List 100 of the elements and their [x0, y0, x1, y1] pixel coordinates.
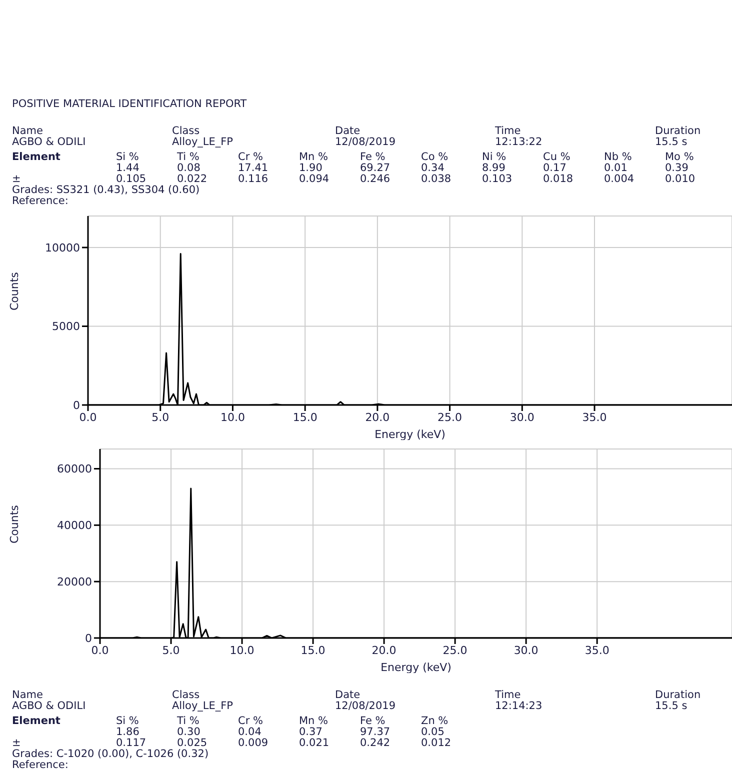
y-tick-label: 60000 [57, 462, 92, 476]
text: Mn % [299, 151, 328, 163]
text: Date [335, 125, 360, 137]
text: 0.116 [238, 173, 268, 185]
text: 0.05 [421, 726, 444, 738]
text: ± [12, 173, 21, 185]
text: Name [12, 125, 43, 137]
text: 0.01 [604, 162, 628, 174]
y-tick-label: 40000 [57, 519, 92, 532]
x-tick-label: 5.0 [162, 644, 180, 657]
x-tick-label: 15.0 [300, 644, 326, 657]
y-tick-label: 10000 [45, 241, 80, 254]
text: Alloy_LE_FP [172, 136, 234, 148]
text: 0.08 [177, 162, 200, 174]
text: Element [12, 715, 60, 727]
text: 0.021 [299, 737, 330, 749]
text: 0.246 [360, 173, 390, 185]
text: Grades: C-1020 (0.00), C-1026 (0.32) [12, 748, 209, 760]
text: Nb % [604, 151, 632, 163]
text: Alloy_LE_FP [172, 700, 234, 712]
text: 0.34 [421, 162, 444, 174]
text: Fe % [360, 151, 386, 163]
text: 0.094 [299, 173, 330, 185]
text: 15.5 s [655, 700, 688, 712]
text: 0.009 [238, 737, 268, 749]
text: Cr % [238, 151, 263, 163]
x-tick-label: 25.0 [438, 410, 462, 424]
text: 0.37 [299, 726, 322, 738]
text: Class [172, 125, 200, 137]
text: Duration [655, 689, 701, 701]
x-tick-label: 5.0 [152, 410, 170, 424]
x-tick-label: 30.0 [514, 644, 538, 657]
y-axis-title: Counts [8, 272, 21, 310]
text: 0.012 [421, 737, 452, 749]
x-tick-label: 35.0 [582, 410, 607, 424]
y-axis-title: Counts [8, 504, 21, 544]
text: Ni % [482, 151, 506, 163]
x-tick-label: 30.0 [510, 410, 534, 424]
text: Cr % [238, 715, 263, 727]
y-tick-label: 5000 [52, 320, 80, 334]
text: 1.44 [116, 162, 140, 174]
text: Ti % [177, 715, 200, 727]
text: Grades: SS321 (0.43), SS304 (0.60) [12, 184, 200, 196]
text: 0.30 [177, 726, 200, 738]
x-tick-label: 0.0 [79, 410, 97, 424]
text: 17.41 [238, 162, 268, 174]
x-tick-label: 25.0 [442, 644, 468, 657]
text: Time [495, 689, 521, 701]
text: 12/08/2019 [335, 700, 396, 712]
text: Reference: [12, 759, 68, 771]
text: 0.004 [604, 173, 634, 185]
x-tick-label: 20.0 [365, 410, 390, 424]
x-tick-label: 35.0 [584, 644, 610, 657]
text: Element [12, 151, 60, 163]
text: 8.99 [482, 162, 506, 174]
text: AGBO & ODILI [12, 136, 86, 148]
text: Zn % [421, 715, 448, 727]
y-tick-label: 0 [73, 398, 80, 412]
x-tick-label: 15.0 [292, 410, 318, 424]
text: Co % [421, 151, 448, 163]
text: 0.04 [238, 726, 262, 738]
text: 0.025 [177, 737, 208, 749]
text: Time [495, 125, 521, 137]
x-tick-label: 0.0 [91, 644, 109, 657]
text: 69.27 [360, 162, 390, 174]
text: Class [172, 689, 200, 701]
text: Fe % [360, 715, 386, 727]
text: Ti % [177, 151, 200, 163]
text: Duration [655, 125, 701, 137]
text: 0.103 [482, 173, 512, 185]
text: Name [12, 689, 43, 701]
text: 0.010 [665, 173, 696, 185]
text: 0.39 [665, 162, 688, 174]
chart-title: POSITIVE MATERIAL IDENTIFICATION REPORT [12, 98, 247, 110]
x-tick-label: 20.0 [372, 644, 396, 657]
text: 0.022 [177, 173, 208, 185]
y-tick-label: 20000 [57, 575, 92, 588]
x-tick-label: 10.0 [230, 644, 254, 657]
x-tick-label: 10.0 [220, 410, 245, 424]
x-axis-title: Energy (keV) [374, 428, 446, 441]
text: Reference: [12, 195, 68, 207]
text: Si % [116, 715, 139, 727]
text: 0.038 [421, 173, 452, 185]
text: 12/08/2019 [335, 136, 396, 148]
text: Date [335, 689, 360, 701]
text: 1.90 [299, 162, 322, 174]
text: 0.242 [360, 737, 390, 749]
text: 15.5 s [655, 136, 688, 148]
text: 0.105 [116, 173, 146, 185]
x-axis-title: Energy (keV) [380, 661, 452, 674]
text: 97.37 [360, 726, 390, 738]
text: 0.17 [543, 162, 566, 174]
text: ± [12, 737, 21, 749]
text: AGBO & ODILI [12, 700, 86, 712]
text: 1.86 [116, 726, 140, 738]
y-tick-label: 0 [85, 632, 92, 645]
text: 12:14:23 [495, 700, 542, 712]
text: 0.018 [543, 173, 574, 185]
text: Mn % [299, 715, 328, 727]
text: Si % [116, 151, 139, 163]
